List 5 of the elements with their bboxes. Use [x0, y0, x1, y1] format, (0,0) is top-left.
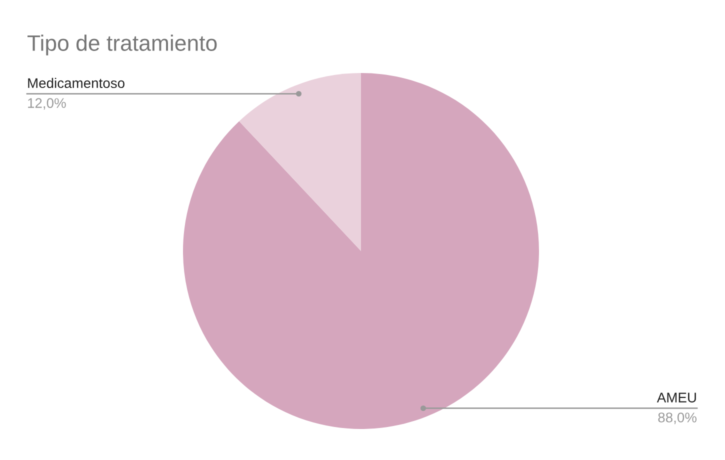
slice-label: AMEU [656, 392, 696, 402]
slice-label: Medicamentoso [28, 78, 124, 88]
data-label: 88,0% [658, 412, 697, 424]
chart-title: Tipo de tratamiento [28, 34, 217, 56]
data-label: 12,0% [28, 98, 66, 110]
